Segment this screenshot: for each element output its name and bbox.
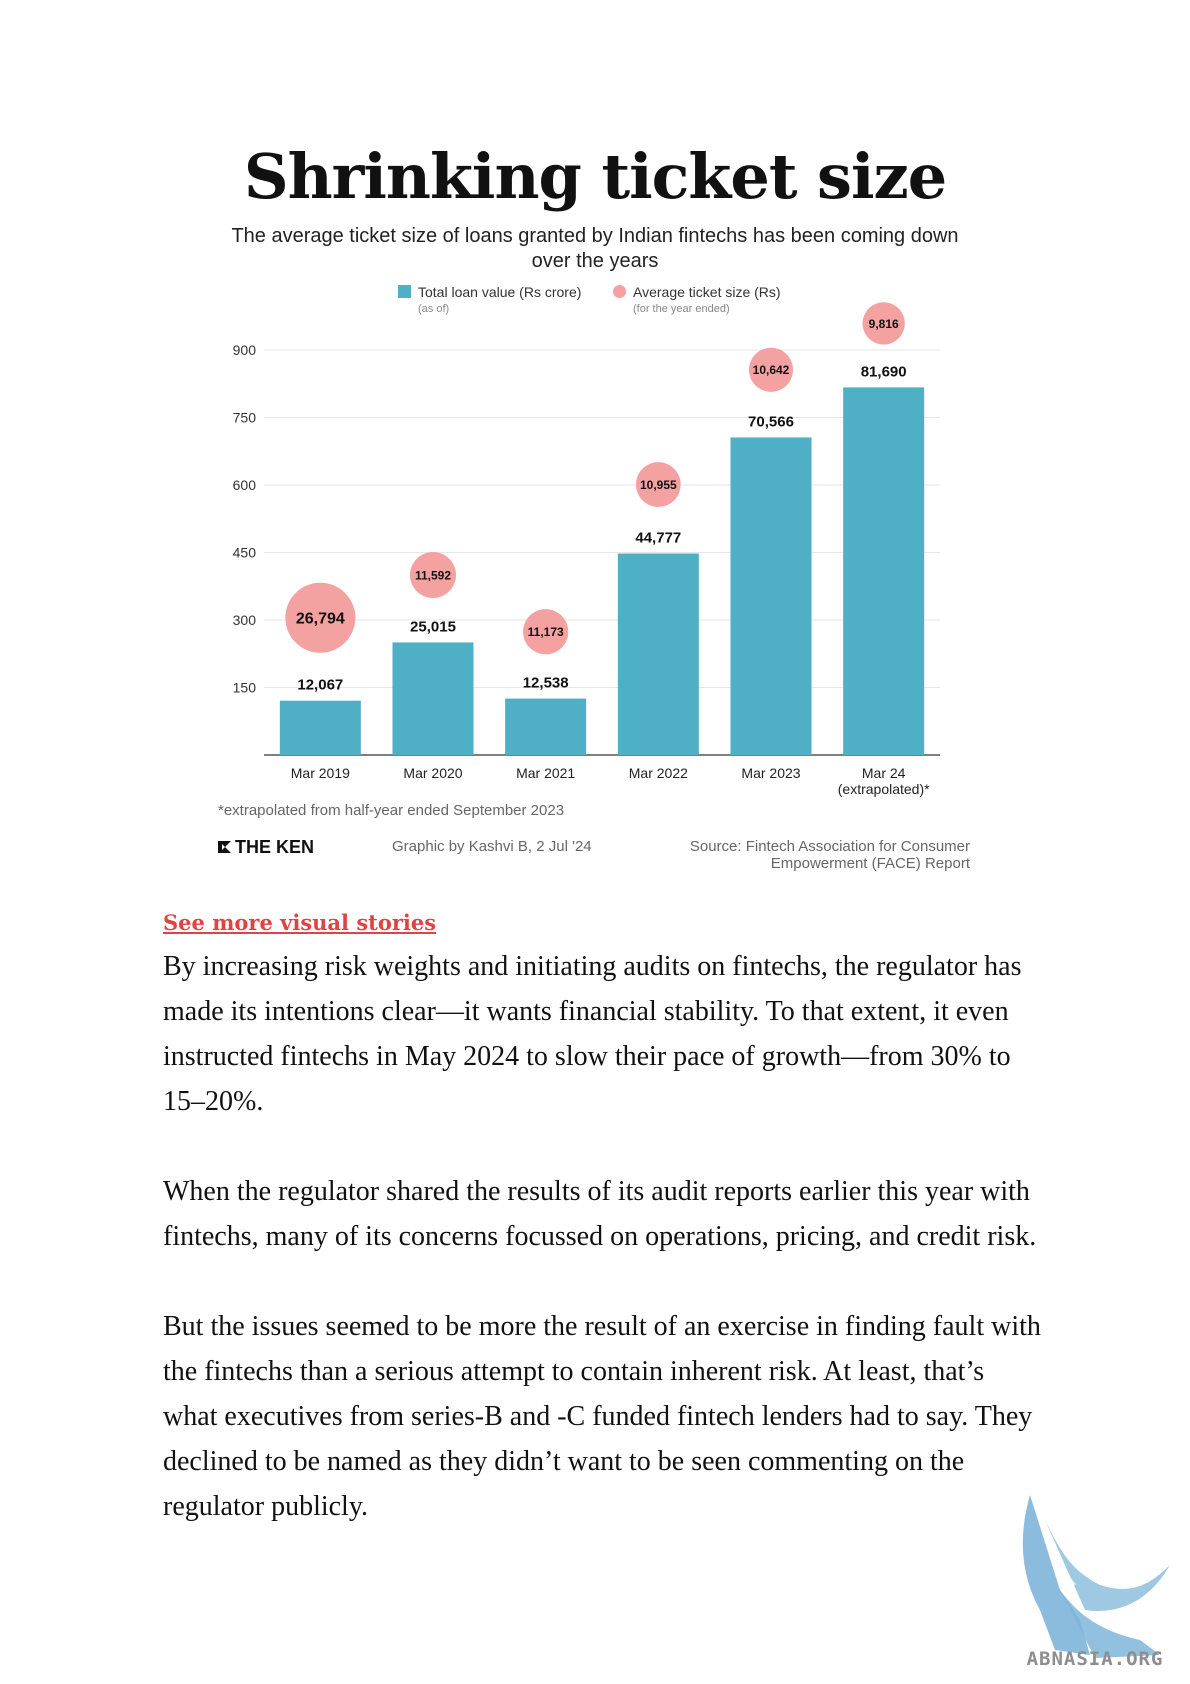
ken-logo-icon (218, 841, 231, 853)
chart-title: Shrinking ticket size (243, 140, 947, 213)
article-body: By increasing risk weights and initiatin… (163, 944, 1043, 1574)
bar-value-label: 25,015 (410, 618, 456, 635)
y-tick-label: 300 (233, 612, 257, 628)
ticket-size-bubble (635, 462, 681, 507)
y-tick-label: 450 (233, 545, 257, 561)
ticket-size-label: 26,794 (296, 611, 345, 628)
category-label: Mar 2020 (403, 765, 462, 781)
bar-value-label: 12,538 (523, 675, 569, 692)
ticket-size-label: 9,816 (869, 317, 899, 331)
category-label: Mar 2021 (516, 765, 575, 781)
ticket-size-label: 10,642 (753, 363, 790, 377)
ticket-size-bubble (748, 347, 794, 392)
legend-note-loan-value: (as of) (418, 303, 450, 315)
ticket-size-bubble (523, 609, 569, 655)
legend-label-loan-value: Total loan value (Rs crore) (418, 284, 582, 300)
bar (505, 698, 587, 755)
chart-source: Source: Fintech Association for Consumer… (650, 838, 970, 872)
brand-name: THE KEN (235, 837, 315, 857)
bar (279, 700, 361, 755)
bar (730, 437, 812, 755)
legend-label-ticket-size: Average ticket size (Rs) (633, 284, 781, 300)
legend-note-ticket-size: (for the year ended) (633, 303, 730, 315)
bar-value-label: 12,067 (297, 677, 343, 694)
paragraph-3: But the issues seemed to be more the res… (163, 1311, 1041, 1522)
category-label: Mar 2023 (741, 765, 800, 781)
y-tick-label: 150 (233, 680, 257, 696)
legend-swatch-square (398, 285, 411, 298)
paragraph-2: When the regulator shared the results of… (163, 1176, 1037, 1252)
bar-value-label: 70,566 (748, 413, 794, 430)
legend-item-loan-value: Total loan value (Rs crore) (as of) (398, 284, 581, 315)
chart: 150 300 450 600 750 900 12,067 Mar 2019 26,794 25… (233, 302, 940, 797)
legend-swatch-circle (613, 285, 626, 298)
y-tick-label: 600 (233, 477, 257, 493)
bar (843, 387, 925, 755)
chart-subtitle: The average ticket size of loans granted… (231, 225, 959, 272)
category-label: Mar 24 (862, 765, 906, 781)
see-more-visual-stories-link[interactable]: See more visual stories (163, 910, 437, 935)
bar (617, 553, 699, 755)
category-label: Mar 2022 (629, 765, 688, 781)
ticket-size-label: 11,173 (528, 625, 564, 639)
bar (392, 642, 474, 755)
chart-footnote: *extrapolated from half-year ended Septe… (218, 802, 565, 819)
graphic-credit: Graphic by Kashvi B, 2 Jul '24 (392, 838, 592, 855)
legend-item-ticket-size: Average ticket size (Rs) (for the year e… (613, 284, 781, 315)
y-tick-label: 750 (233, 410, 257, 426)
paragraph-1: By increasing risk weights and initiatin… (163, 951, 1022, 1117)
ticket-size-bubble (862, 302, 905, 345)
ticket-size-label: 10,955 (640, 478, 677, 492)
source-line-2: Empowerment (FACE) Report (770, 855, 970, 872)
category-sublabel: (extrapolated)* (838, 781, 930, 797)
category-label: Mar 2019 (291, 765, 350, 781)
bar-value-label: 44,777 (635, 530, 681, 547)
ticket-size-label: 11,592 (415, 568, 451, 582)
y-tick-label: 900 (233, 342, 257, 358)
brand-logo: THE KEN (216, 837, 314, 858)
abnasia-griffin-logo-icon (1022, 1495, 1170, 1658)
bar-value-label: 81,690 (861, 363, 907, 380)
watermark-text: ABNASIA.ORG (1026, 1648, 1164, 1670)
ticket-size-bubble (409, 551, 457, 599)
source-line-1: Source: Fintech Association for Consumer (689, 838, 970, 855)
ticket-size-bubble (285, 582, 356, 653)
